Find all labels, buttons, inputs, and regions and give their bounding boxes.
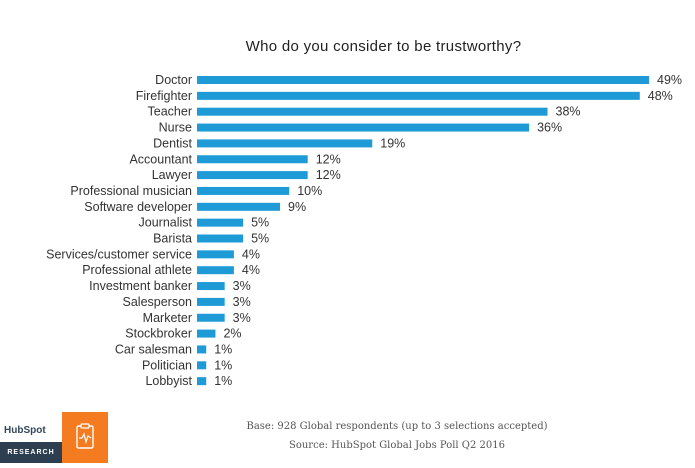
bar bbox=[197, 76, 649, 84]
category-label: Investment banker bbox=[89, 279, 192, 293]
category-label: Stockbroker bbox=[125, 327, 192, 341]
chart-title: Who do you consider to be trustworthy? bbox=[245, 38, 522, 55]
bar bbox=[197, 139, 373, 148]
bar bbox=[197, 266, 234, 275]
bar bbox=[197, 155, 308, 164]
value-label: 38% bbox=[556, 105, 581, 119]
value-label: 1% bbox=[214, 342, 232, 356]
value-label: 2% bbox=[223, 327, 241, 341]
value-label: 49% bbox=[657, 73, 682, 87]
value-label: 3% bbox=[233, 295, 251, 309]
value-label: 3% bbox=[233, 311, 251, 325]
value-label: 9% bbox=[288, 200, 306, 214]
category-label: Professional athlete bbox=[82, 263, 192, 277]
logo-label: RESEARCH bbox=[0, 442, 62, 463]
value-label: 12% bbox=[316, 152, 341, 166]
category-label: Salesperson bbox=[123, 295, 193, 309]
bar bbox=[197, 361, 207, 370]
category-label: Marketer bbox=[143, 311, 192, 325]
category-label: Dentist bbox=[153, 136, 192, 150]
bar bbox=[197, 250, 234, 259]
category-label: Journalist bbox=[139, 216, 193, 230]
bar bbox=[197, 297, 225, 306]
bar bbox=[197, 202, 281, 211]
value-label: 1% bbox=[214, 374, 232, 388]
category-label: Car salesman bbox=[115, 342, 192, 356]
value-label: 1% bbox=[214, 358, 232, 372]
category-label: Politician bbox=[142, 358, 192, 372]
value-label: 5% bbox=[251, 216, 269, 230]
category-label: Professional musician bbox=[70, 184, 192, 198]
value-label: 4% bbox=[242, 247, 260, 261]
bar bbox=[197, 171, 308, 180]
category-label: Software developer bbox=[84, 200, 192, 214]
bar-chart: Doctor 49% Firefighter 48% Teacher 38% Nurse 36… bbox=[46, 73, 682, 388]
bar bbox=[197, 282, 225, 291]
footer-base-note: Base: 928 Global respondents (up to 3 se… bbox=[246, 421, 548, 432]
clipboard-pulse-icon bbox=[62, 412, 108, 463]
hubspot-logo: HubSpot RESEARCH bbox=[0, 412, 62, 463]
bar bbox=[197, 186, 290, 195]
bar bbox=[197, 329, 216, 338]
footer-source-note: Source: HubSpot Global Jobs Poll Q2 2016 bbox=[289, 440, 505, 451]
value-label: 12% bbox=[316, 168, 341, 182]
value-label: 5% bbox=[251, 232, 269, 246]
bar bbox=[197, 91, 640, 100]
category-label: Firefighter bbox=[136, 89, 192, 103]
bar bbox=[197, 345, 207, 354]
value-label: 4% bbox=[242, 263, 260, 277]
value-label: 36% bbox=[537, 121, 562, 135]
category-label: Lobbyist bbox=[145, 374, 192, 388]
value-label: 48% bbox=[648, 89, 673, 103]
value-label: 19% bbox=[380, 136, 405, 150]
category-label: Barista bbox=[153, 232, 192, 246]
bar bbox=[197, 107, 548, 116]
value-label: 3% bbox=[233, 279, 251, 293]
value-label: 10% bbox=[297, 184, 322, 198]
bar bbox=[197, 218, 244, 227]
bar bbox=[197, 313, 225, 322]
category-label: Teacher bbox=[148, 105, 192, 119]
bar bbox=[197, 234, 244, 243]
category-label: Doctor bbox=[155, 73, 192, 87]
category-label: Nurse bbox=[159, 121, 192, 135]
logo-brand: HubSpot bbox=[4, 425, 46, 436]
category-label: Services/customer service bbox=[46, 247, 192, 261]
bar bbox=[197, 377, 207, 386]
category-label: Lawyer bbox=[152, 168, 192, 182]
bar bbox=[197, 123, 530, 132]
category-label: Accountant bbox=[129, 152, 192, 166]
